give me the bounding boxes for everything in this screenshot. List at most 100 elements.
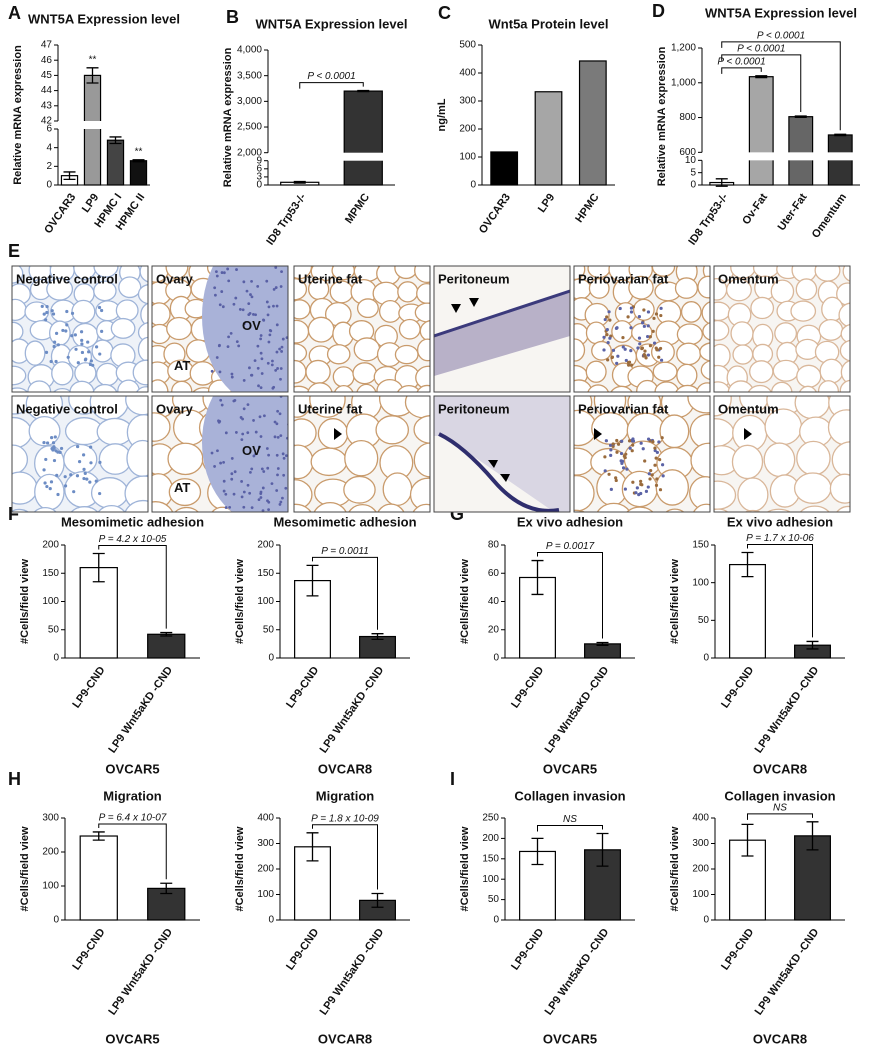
nucleus (42, 312, 46, 316)
y-tick-label: 4 (46, 142, 52, 153)
y-tick-label: 0 (493, 915, 499, 926)
nucleus (52, 458, 57, 463)
nucleus (254, 452, 258, 456)
nucleus (233, 470, 237, 474)
fat-cell (137, 284, 148, 305)
nucleus (276, 409, 280, 413)
nucleus (279, 285, 283, 288)
nucleus (232, 492, 236, 496)
nucleus (45, 310, 49, 315)
nucleus (54, 359, 58, 364)
fat-cell (344, 439, 379, 477)
y-tick-label: 400 (257, 813, 274, 824)
nucleus (602, 335, 606, 339)
ovary-mark: AT (174, 480, 190, 495)
nucleus (261, 509, 265, 512)
image-border (713, 395, 851, 513)
nucleus (88, 480, 92, 484)
nucleus (644, 489, 649, 493)
nucleus (604, 439, 608, 443)
nucleus (275, 304, 279, 308)
p-value: P < 0.0001 (717, 56, 765, 67)
nucleus (628, 446, 632, 450)
y-tick-label: 200 (257, 540, 274, 551)
nucleus (72, 490, 76, 494)
fat-cell (799, 505, 830, 512)
nucleus (289, 477, 292, 480)
nucleus (614, 478, 618, 483)
nucleus (639, 482, 643, 486)
panel-letter: A (8, 3, 21, 23)
image-label: Omentum (718, 271, 779, 286)
fat-cell (343, 475, 376, 504)
chart-title: Collagen invasion (514, 788, 625, 803)
nucleus (56, 343, 60, 347)
nucleus (655, 450, 659, 455)
error-bar (306, 564, 319, 597)
nucleus (279, 367, 283, 370)
nucleus (234, 431, 238, 434)
nucleus (248, 491, 252, 495)
x-tick-label: LP9 (536, 192, 557, 215)
nucleus (635, 486, 639, 490)
fat-cell (71, 299, 96, 324)
fat-cell (675, 384, 701, 392)
peritoneum-tissue (434, 396, 570, 512)
y-tick-label: 100 (42, 881, 59, 892)
y-tick-label: 10 (685, 155, 697, 166)
nucleus (626, 360, 631, 365)
fat-cell (92, 383, 118, 392)
y-tick-label: 1,200 (671, 43, 696, 54)
nucleus (234, 296, 238, 300)
y-axis-label: Relative mRNA expression (222, 47, 234, 187)
y-axis-label: #Cells/field view (234, 826, 246, 911)
x-tick-label: LP9 Wnt5aKD -CND (106, 926, 175, 1017)
fat-cell (12, 444, 29, 475)
fat-cell (596, 502, 631, 512)
nucleus (43, 481, 47, 485)
fat-cell (697, 275, 710, 299)
nucleus (70, 334, 74, 338)
nucleus (639, 441, 643, 445)
chart-title: WNT5A Expression level (705, 5, 857, 20)
y-tick-label: 0 (256, 180, 262, 191)
nucleus (279, 500, 283, 504)
fat-cell (772, 359, 800, 382)
fat-cell (840, 360, 850, 385)
nucleus (259, 334, 263, 337)
nucleus (80, 342, 84, 346)
bar (788, 116, 814, 186)
fat-cell (416, 338, 430, 362)
fat-cell (747, 384, 773, 392)
nucleus (237, 344, 241, 348)
fat-cell (676, 323, 703, 346)
fat-cell (137, 322, 148, 343)
fat-cell (382, 472, 413, 507)
fat-cell (95, 362, 120, 387)
nucleus (233, 399, 237, 402)
nucleus (274, 286, 278, 289)
fat-cell (378, 299, 402, 323)
error-bar (806, 821, 819, 851)
nucleus (222, 489, 226, 493)
fat-cell (377, 503, 405, 512)
axis-break (703, 152, 861, 161)
y-tick-label: 60 (488, 568, 500, 579)
fat-cell (394, 344, 419, 365)
nucleus (219, 398, 223, 402)
y-axis-label: #Cells/field view (459, 826, 471, 911)
ovary-mark: OV (242, 443, 261, 458)
y-tick-label: 200 (482, 833, 499, 844)
nucleus (615, 438, 619, 443)
nucleus (608, 336, 612, 340)
y-axis-label: #Cells/field view (19, 826, 31, 911)
nucleus (240, 495, 244, 499)
error-bar (834, 133, 847, 137)
fat-cell (796, 440, 831, 476)
nucleus (242, 280, 246, 284)
y-axis-label: #Cells/field view (19, 559, 31, 644)
nucleus (608, 443, 613, 447)
nucleus (227, 335, 230, 339)
fat-cell (333, 384, 354, 392)
fat-cell (171, 380, 193, 392)
